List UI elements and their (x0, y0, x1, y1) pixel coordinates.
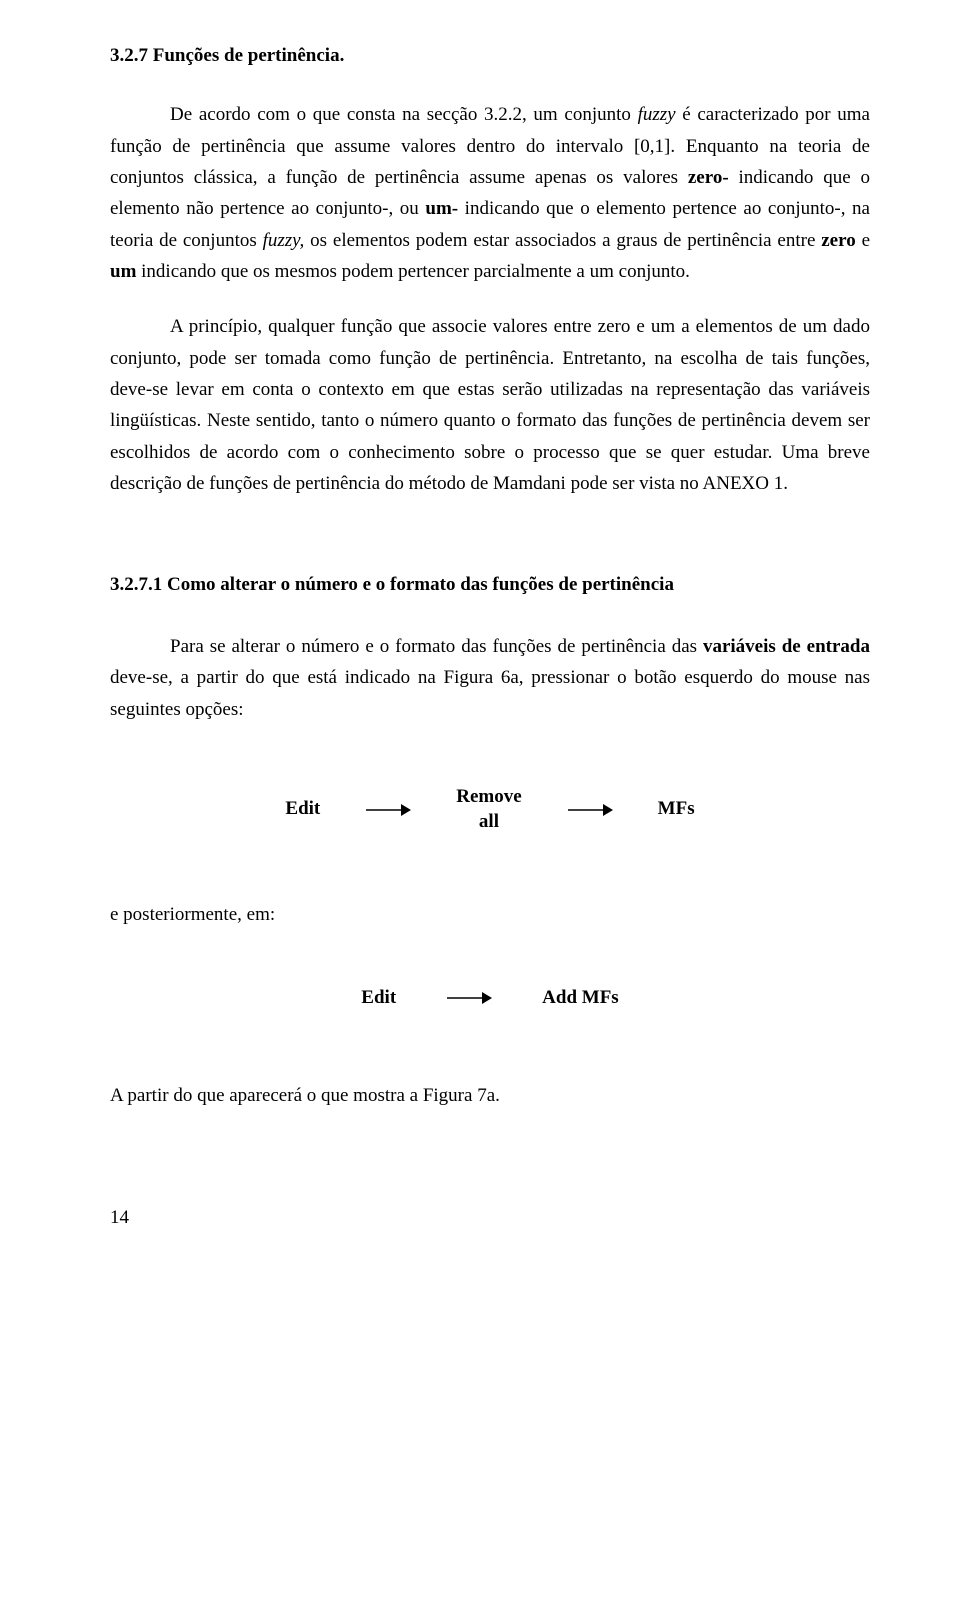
text-italic-fuzzy: fuzzy (638, 104, 676, 125)
paragraph-final: A partir do que aparecerá o que mostra a… (110, 1080, 870, 1111)
paragraph-1: De acordo com o que consta na secção 3.2… (110, 99, 870, 287)
text-bold-zero2: zero (821, 230, 855, 251)
page-number: 14 (110, 1202, 870, 1233)
text-bold-um: um- (425, 198, 458, 219)
text-run: Para se alterar o número e o formato das… (170, 636, 703, 657)
text-run: os elementos podem estar associados a gr… (304, 230, 821, 251)
document-page: 3.2.7 Funções de pertinência. De acordo … (0, 0, 960, 1283)
flow-term-remove-all: Remove all (456, 785, 521, 834)
flow-term-mfs: MFs (658, 797, 695, 822)
text-run: De acordo com o que consta na secção 3.2… (170, 104, 638, 125)
text-run: e (856, 230, 870, 251)
flow-term-edit2: Edit (361, 986, 396, 1011)
menu-flow-remove: Edit Remove all MFs (110, 785, 870, 834)
flow-term-all: all (456, 810, 521, 835)
flow-term-edit: Edit (285, 797, 320, 822)
text-run: deve-se, a partir do que está indicado n… (110, 667, 870, 719)
text-bold-zero: zero- (688, 167, 729, 188)
arrow-right-icon (365, 801, 411, 819)
menu-flow-add: Edit Add MFs (110, 986, 870, 1011)
text-bold-um2: um (110, 261, 136, 282)
paragraph-3: Para se alterar o número e o formato das… (110, 631, 870, 725)
text-italic-fuzzy2: fuzzy, (263, 230, 305, 251)
arrow-right-icon (567, 801, 613, 819)
paragraph-2: A princípio, qualquer função que associe… (110, 311, 870, 499)
flow-term-remove: Remove (456, 785, 521, 810)
text-run: indicando que os mesmos podem pertencer … (136, 261, 689, 282)
section-heading-3-2-7-1: 3.2.7.1 Como alterar o número e o format… (110, 569, 870, 600)
text-bold-variaveis: variáveis de entrada (703, 636, 870, 657)
arrow-right-icon (446, 989, 492, 1007)
section-heading-3-2-7: 3.2.7 Funções de pertinência. (110, 40, 870, 71)
flow-term-add-mfs: Add MFs (542, 986, 619, 1011)
paragraph-post1: e posteriormente, em: (110, 899, 870, 930)
